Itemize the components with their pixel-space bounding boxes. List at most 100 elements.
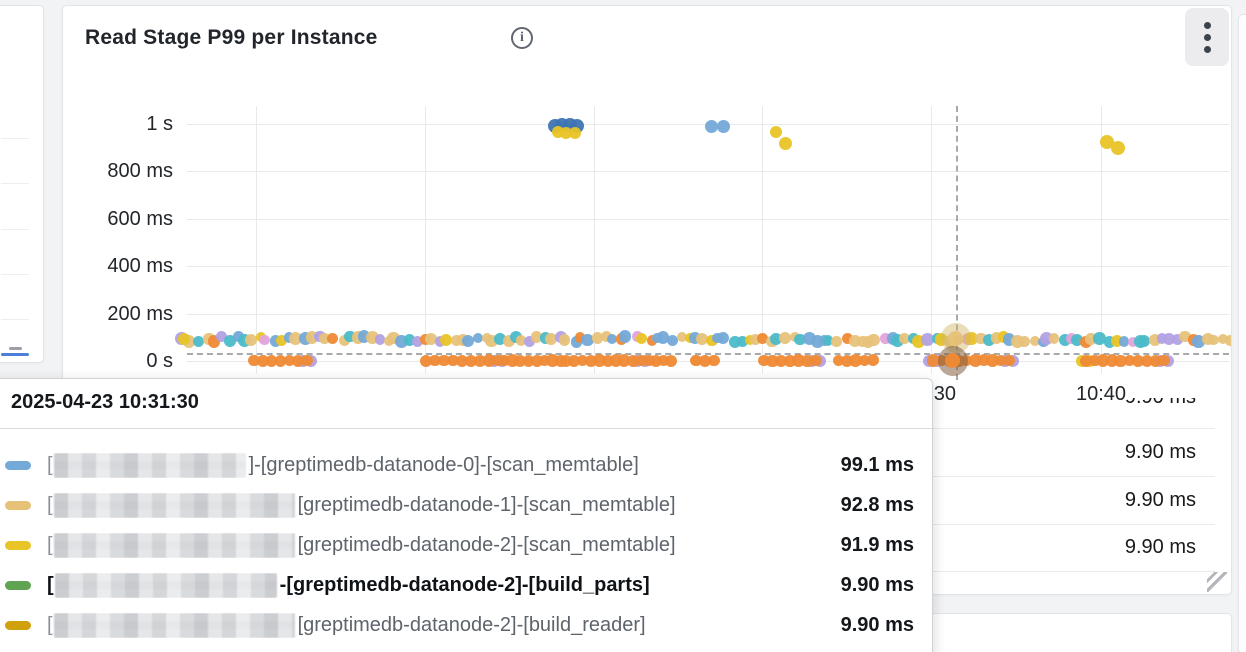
- scatter-point: [867, 333, 880, 347]
- scatter-point: [1118, 336, 1130, 348]
- scatter-point: [1149, 355, 1162, 367]
- tooltip-series-label: [ ]-[greptimedb-datanode-0]-[scan_memtabl…: [47, 452, 829, 478]
- scatter-point: [770, 125, 783, 138]
- scatter-point: [1003, 355, 1015, 367]
- tooltip-series-value: 92.8 ms: [840, 493, 914, 516]
- gridline-horizontal: [187, 218, 1229, 220]
- scatter-point: [758, 354, 770, 367]
- scatter-point: [867, 354, 879, 367]
- label-bracket: [: [47, 613, 53, 636]
- series-color-marker-icon: [5, 540, 31, 550]
- label-bracket: [: [47, 493, 53, 516]
- y-axis-tick-label: 400 ms: [107, 255, 173, 278]
- scatter-point: [574, 332, 586, 343]
- gridline-vertical: [930, 106, 932, 374]
- scatter-point: [522, 355, 535, 367]
- scatter-point: [514, 354, 527, 367]
- scatter-point: [411, 335, 423, 347]
- scatter-point: [276, 335, 288, 346]
- scatter-point: [493, 332, 506, 345]
- chart-tooltip: 2025-04-23 10:31:30 []-[greptimedb-datan…: [0, 378, 933, 652]
- scatter-point: [1157, 333, 1168, 344]
- scatter-point: [375, 334, 386, 345]
- tooltip-series-label-tail: ]-[greptimedb-datanode-0]-[scan_memtable…: [248, 453, 639, 476]
- scatter-point: [822, 335, 834, 347]
- scatter-point: [635, 332, 648, 345]
- scatter-point: [657, 331, 670, 344]
- scatter-point: [420, 354, 433, 367]
- tooltip-series-row: [-[greptimedb-datanode-2]-[build_parts] 9…: [0, 565, 932, 605]
- legend-value: 9.90 ms: [1124, 489, 1196, 511]
- tooltip-series-label-tail: [greptimedb-datanode-2]-[build_reader]: [297, 613, 646, 636]
- kebab-dot-icon: [1203, 45, 1211, 53]
- scatter-point: [581, 333, 594, 347]
- scatter-point: [995, 355, 1007, 367]
- scatter-point: [1208, 334, 1219, 346]
- scatter-point: [1158, 355, 1170, 367]
- scatter-point: [559, 334, 571, 346]
- scatter-point: [482, 354, 496, 367]
- scatter-point: [650, 354, 663, 367]
- scatter-point: [601, 354, 614, 367]
- panel-resize-handle[interactable]: [1207, 572, 1227, 592]
- scatter-point: [577, 354, 589, 367]
- scatter-point: [259, 335, 270, 346]
- scatter-point: [1110, 141, 1125, 156]
- mini-gridline: [1, 183, 29, 184]
- y-axis-tick-label: 600 ms: [107, 207, 173, 230]
- scatter-point: [975, 333, 987, 345]
- mini-series-line: [1, 353, 29, 356]
- scatter-point: [769, 333, 782, 345]
- scatter-point: [1029, 336, 1040, 347]
- scatter-point: [849, 334, 861, 347]
- scatter-point: [665, 354, 677, 367]
- scatter-point: [779, 332, 792, 345]
- hovered-point: [945, 353, 961, 369]
- kebab-dot-icon: [1203, 21, 1211, 29]
- scatter-point: [880, 333, 891, 345]
- scatter-point: [568, 126, 581, 139]
- gridline-vertical: [594, 106, 595, 374]
- hovered-point: [948, 330, 964, 346]
- scatter-point: [833, 355, 845, 367]
- y-axis-tick-label: 0 s: [146, 350, 173, 372]
- tooltip-separator: [0, 428, 932, 429]
- scatter-point: [419, 333, 431, 345]
- scatter-point: [326, 332, 338, 344]
- scatter-point: [265, 355, 278, 367]
- tooltip-series-row: [[greptimedb-datanode-1]-[scan_memtable]…: [0, 485, 932, 525]
- label-bracket: [: [47, 453, 53, 476]
- scatter-point: [289, 331, 302, 345]
- mini-gridline: [1, 229, 29, 230]
- mini-threshold-dash: [9, 347, 22, 350]
- scatter-point: [530, 354, 543, 367]
- info-icon[interactable]: i: [511, 27, 533, 49]
- scatter-point: [192, 335, 204, 347]
- tooltip-series-label-tail: -[greptimedb-datanode-2]-[build_parts]: [279, 573, 650, 596]
- scatter-point: [1179, 330, 1191, 343]
- scatter-point: [990, 331, 1003, 344]
- gridline-vertical: [1101, 106, 1103, 374]
- tooltip-series-value: 99.1 ms: [840, 453, 914, 476]
- tooltip-series-label-tail: [greptimedb-datanode-2]-[scan_memtable]: [297, 533, 676, 556]
- scatter-point: [695, 333, 709, 346]
- y-axis-tick-label: 200 ms: [107, 302, 173, 325]
- scatter-point: [283, 354, 295, 367]
- scatter-point: [1140, 354, 1153, 367]
- mini-gridline: [1, 274, 29, 275]
- scatter-point: [1099, 134, 1114, 149]
- y-axis-tick-label: 1 s: [146, 112, 173, 135]
- scatter-point: [643, 354, 655, 367]
- kebab-menu-button[interactable]: [1185, 8, 1229, 66]
- scatter-point: [1123, 354, 1136, 367]
- scatter-point: [425, 333, 438, 346]
- adjacent-panel-right: [1238, 14, 1246, 652]
- scatter-point: [1088, 354, 1101, 367]
- series-color-marker-icon: [5, 620, 31, 630]
- scatter-point: [1162, 333, 1175, 345]
- redacted-text-block: [53, 532, 295, 558]
- scatter-point: [492, 355, 504, 367]
- scatter-point: [921, 333, 935, 346]
- scatter-point: [283, 332, 295, 343]
